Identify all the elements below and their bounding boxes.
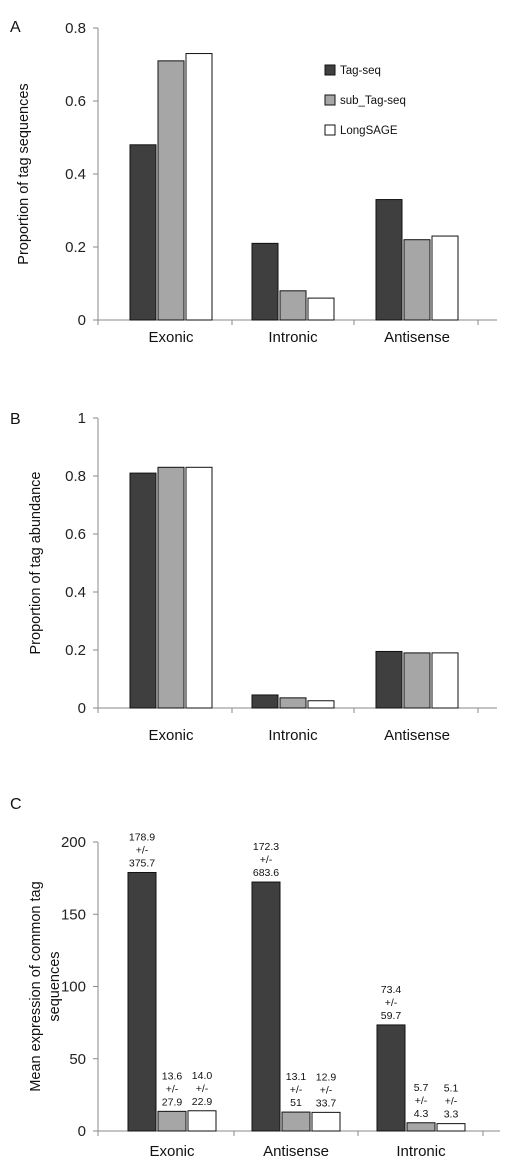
panel-label: B bbox=[10, 411, 21, 428]
y-tick-label: 0.4 bbox=[65, 584, 86, 601]
y-tick-label: 0.2 bbox=[65, 642, 86, 659]
data-label: 5.7 bbox=[414, 1082, 429, 1094]
x-category-label: Intronic bbox=[268, 329, 318, 346]
y-tick-label: 0.2 bbox=[65, 239, 86, 256]
legend-swatch bbox=[324, 94, 336, 106]
y-tick-label: 0 bbox=[78, 1123, 86, 1140]
panel-label: A bbox=[10, 19, 21, 36]
data-label: 4.3 bbox=[414, 1108, 429, 1120]
bar bbox=[157, 466, 185, 709]
bar bbox=[187, 1110, 217, 1132]
data-label: 13.6 bbox=[162, 1070, 183, 1082]
bar bbox=[436, 1123, 466, 1132]
bar bbox=[431, 235, 459, 321]
data-label: 73.4 bbox=[381, 984, 402, 996]
y-tick-label: 0.6 bbox=[65, 93, 86, 110]
data-label: +/- bbox=[290, 1084, 303, 1096]
x-category-label: Exonic bbox=[148, 329, 194, 346]
y-tick-label: 0.4 bbox=[65, 166, 86, 183]
bar bbox=[311, 1111, 341, 1132]
x-category-label: Antisense bbox=[263, 1143, 329, 1160]
legend-swatch bbox=[324, 64, 336, 76]
y-axis-title: sequences bbox=[47, 951, 63, 1021]
bar bbox=[431, 652, 459, 709]
bar bbox=[127, 871, 157, 1132]
bar bbox=[376, 1024, 406, 1132]
data-label: 683.6 bbox=[253, 867, 279, 879]
y-tick-label: 0 bbox=[78, 312, 86, 329]
bar bbox=[279, 697, 307, 709]
bar bbox=[157, 1110, 187, 1132]
y-tick-label: 100 bbox=[61, 979, 86, 996]
data-label: +/- bbox=[196, 1083, 209, 1095]
data-label: 27.9 bbox=[162, 1096, 183, 1108]
bar bbox=[251, 881, 281, 1132]
bar bbox=[307, 297, 335, 321]
bar bbox=[281, 1111, 311, 1132]
y-tick-label: 0.8 bbox=[65, 20, 86, 37]
data-label: +/- bbox=[320, 1084, 333, 1096]
bar bbox=[185, 53, 213, 321]
y-tick-label: 0.8 bbox=[65, 468, 86, 485]
bar bbox=[406, 1122, 436, 1132]
data-label: +/- bbox=[415, 1095, 428, 1107]
bar bbox=[129, 144, 157, 321]
bar bbox=[403, 652, 431, 709]
x-category-label: Exonic bbox=[148, 727, 194, 744]
y-tick-label: 0 bbox=[78, 700, 86, 717]
x-category-label: Intronic bbox=[396, 1143, 446, 1160]
bar bbox=[375, 199, 403, 321]
y-tick-label: 50 bbox=[69, 1051, 86, 1068]
legend-label: LongSAGE bbox=[340, 125, 398, 137]
data-label: 33.7 bbox=[316, 1097, 337, 1109]
y-axis-title: Mean expression of common tag bbox=[28, 881, 44, 1091]
bar bbox=[251, 242, 279, 321]
data-label: 51 bbox=[290, 1097, 302, 1109]
bar bbox=[185, 466, 213, 709]
data-label: 13.1 bbox=[286, 1071, 307, 1083]
legend-label: Tag-seq bbox=[340, 65, 381, 77]
data-label: 172.3 bbox=[253, 841, 279, 853]
data-label: 12.9 bbox=[316, 1071, 337, 1083]
data-label: 22.9 bbox=[192, 1096, 213, 1108]
x-category-label: Exonic bbox=[149, 1143, 195, 1160]
bar bbox=[279, 290, 307, 321]
x-category-label: Intronic bbox=[268, 727, 318, 744]
bar bbox=[307, 700, 335, 709]
y-axis-title: Proportion of tag sequences bbox=[16, 83, 32, 264]
panel-label: C bbox=[10, 796, 22, 813]
bar bbox=[403, 239, 431, 321]
data-label: 3.3 bbox=[444, 1109, 459, 1121]
data-label: +/- bbox=[166, 1083, 179, 1095]
data-label: 5.1 bbox=[444, 1083, 459, 1095]
x-category-label: Antisense bbox=[384, 727, 450, 744]
data-label: +/- bbox=[385, 997, 398, 1009]
data-label: +/- bbox=[136, 844, 149, 856]
data-label: 375.7 bbox=[129, 857, 155, 869]
data-label: +/- bbox=[445, 1096, 458, 1108]
legend-swatch bbox=[324, 124, 336, 136]
data-label: 59.7 bbox=[381, 1010, 402, 1022]
bar bbox=[157, 60, 185, 321]
y-tick-label: 150 bbox=[61, 906, 86, 923]
bar bbox=[129, 472, 157, 709]
y-axis-title: Proportion of tag abundance bbox=[28, 472, 44, 655]
legend-label: sub_Tag-seq bbox=[340, 95, 406, 107]
data-label: 14.0 bbox=[192, 1070, 213, 1082]
y-tick-label: 1 bbox=[78, 410, 86, 427]
data-label: 178.9 bbox=[129, 831, 155, 843]
bar bbox=[251, 694, 279, 709]
y-tick-label: 0.6 bbox=[65, 526, 86, 543]
x-category-label: Antisense bbox=[384, 329, 450, 346]
data-label: +/- bbox=[260, 854, 273, 866]
y-tick-label: 200 bbox=[61, 834, 86, 851]
bar bbox=[375, 650, 403, 709]
